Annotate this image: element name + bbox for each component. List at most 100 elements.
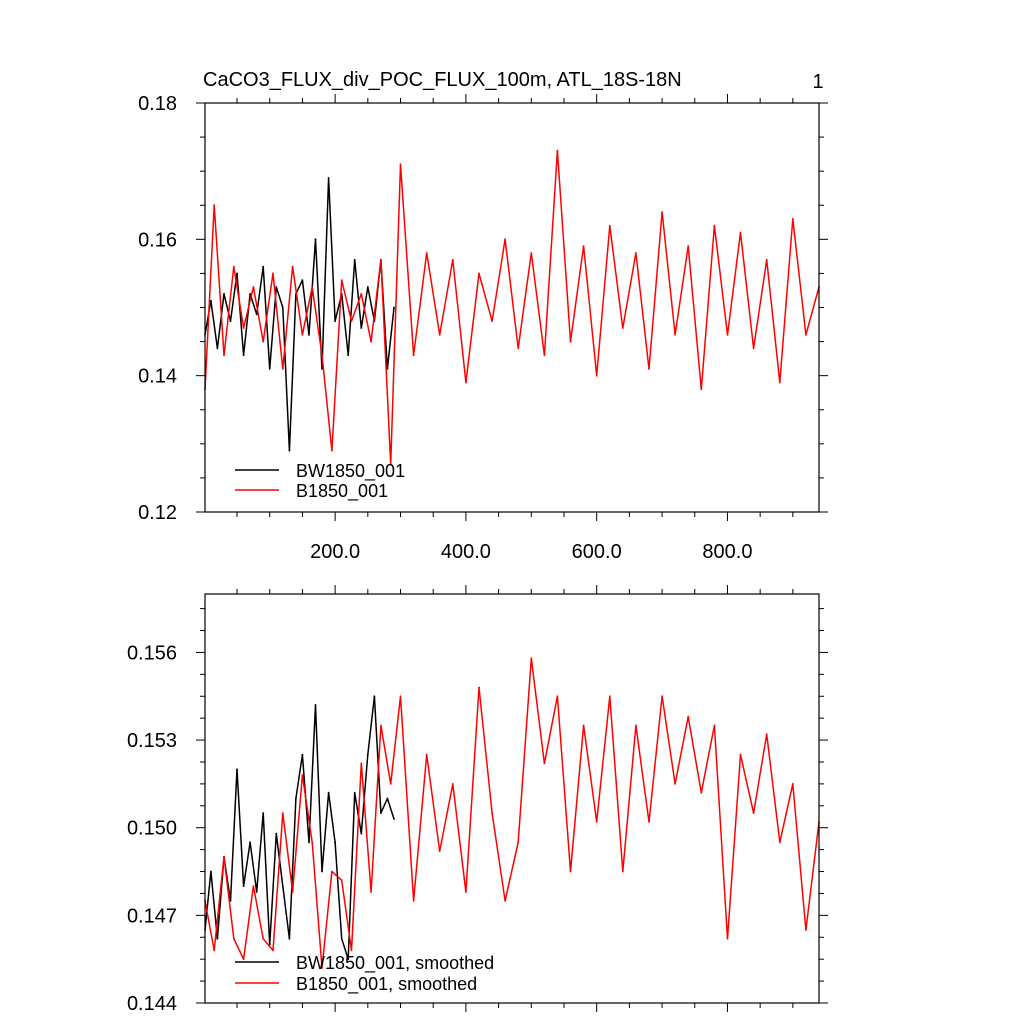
bottom-data-point — [275, 832, 278, 835]
bottom-data-point — [252, 885, 255, 887]
bottom-data-point — [661, 695, 663, 698]
top-data-point — [229, 320, 232, 322]
bottom-y-tick-label: 0.150 — [127, 818, 177, 840]
top-y-tick-label: 0.18 — [138, 93, 177, 115]
top-data-point — [661, 211, 663, 214]
top-data-point — [700, 388, 703, 391]
top-series-group — [204, 149, 820, 466]
bottom-data-point — [295, 797, 297, 800]
top-data-point — [223, 293, 225, 295]
top-data-point — [438, 333, 441, 336]
top-data-point — [726, 333, 729, 336]
top-data-point — [216, 347, 219, 350]
bottom-data-point — [393, 818, 395, 820]
bottom-legend-label: BW1850_001, smoothed — [296, 953, 494, 974]
top-y-tick-label: 0.12 — [138, 502, 177, 524]
top-data-point — [308, 333, 310, 336]
top-data-point — [291, 265, 294, 268]
top-data-point — [281, 368, 284, 370]
bottom-data-point — [370, 891, 372, 893]
top-data-point — [739, 231, 742, 234]
top-x-tick-label: 400.0 — [441, 541, 491, 563]
top-data-point — [252, 286, 255, 288]
bottom-data-point — [412, 899, 415, 902]
top-data-point — [301, 279, 304, 282]
top-data-point — [232, 265, 235, 268]
top-data-point — [687, 245, 690, 248]
bottom-data-point — [451, 783, 454, 785]
bottom-data-point — [491, 812, 493, 814]
top-panel-corner-label: 1 — [812, 71, 823, 93]
bottom-data-point — [242, 885, 245, 887]
bottom-series-line — [204, 695, 395, 960]
bottom-data-point — [353, 791, 356, 794]
top-y-tick-label: 0.16 — [138, 229, 177, 251]
top-data-point — [595, 374, 598, 377]
bottom-data-point — [314, 704, 317, 706]
bottom-data-point — [386, 797, 389, 800]
top-data-point — [353, 258, 356, 261]
top-data-point — [465, 381, 467, 384]
top-data-point — [393, 306, 395, 309]
top-data-point — [321, 354, 323, 357]
top-legend-label: BW1850_001 — [296, 461, 405, 482]
top-data-point — [569, 340, 572, 343]
top-axes: 0.12 0.14 0.16 0.18 200.0 400.0 600.0 800.0 — [138, 93, 828, 563]
top-data-point — [491, 320, 493, 322]
bottom-data-point — [249, 841, 252, 844]
top-data-point — [386, 368, 389, 370]
bottom-data-point — [621, 870, 624, 873]
top-legend-label: B1850_001 — [296, 481, 388, 502]
top-data-point — [331, 449, 333, 452]
bottom-legend-label: B1850_001, smoothed — [296, 974, 477, 995]
bottom-data-point — [674, 783, 676, 785]
bottom-data-point — [389, 783, 392, 785]
bottom-data-point — [543, 762, 546, 765]
top-data-point — [350, 320, 353, 322]
top-data-point — [451, 258, 454, 261]
bottom-data-point — [373, 695, 376, 698]
bottom-data-point — [425, 753, 428, 756]
bottom-data-point — [556, 695, 559, 698]
top-data-point — [242, 327, 245, 329]
bottom-data-point — [350, 949, 353, 952]
top-data-point — [713, 224, 716, 227]
bottom-data-point — [272, 949, 274, 952]
bottom-data-point — [569, 870, 572, 873]
top-data-point — [360, 293, 363, 295]
top-data-point — [425, 252, 428, 254]
bottom-data-point — [765, 733, 768, 736]
top-data-point — [262, 340, 265, 343]
top-data-point — [360, 327, 363, 329]
top-data-point — [236, 272, 238, 275]
bottom-data-point — [291, 891, 294, 893]
top-data-point — [648, 368, 650, 370]
top-plot-frame — [204, 102, 820, 513]
bottom-data-point — [213, 949, 216, 952]
bottom-data-point — [530, 657, 533, 660]
top-data-point — [314, 238, 317, 241]
bottom-data-point — [713, 724, 716, 727]
bottom-data-point — [478, 686, 480, 689]
top-data-point — [255, 313, 258, 316]
bottom-data-point — [360, 832, 363, 835]
bottom-data-point — [438, 850, 441, 852]
top-data-point — [370, 340, 372, 343]
bottom-data-point — [465, 891, 467, 893]
bottom-data-point — [399, 695, 402, 698]
top-data-point — [311, 286, 314, 288]
top-data-point — [478, 272, 480, 275]
bottom-data-point — [635, 724, 637, 727]
bottom-y-tick-label: 0.144 — [127, 993, 177, 1015]
top-data-point — [805, 333, 807, 336]
bottom-data-point — [334, 841, 336, 844]
bottom-data-point — [255, 891, 258, 893]
bottom-data-point — [321, 967, 323, 969]
bottom-data-point — [288, 937, 291, 940]
top-series-line — [204, 149, 820, 466]
top-data-point — [213, 204, 216, 207]
bottom-data-point — [210, 870, 212, 873]
bottom-data-point — [340, 937, 343, 940]
